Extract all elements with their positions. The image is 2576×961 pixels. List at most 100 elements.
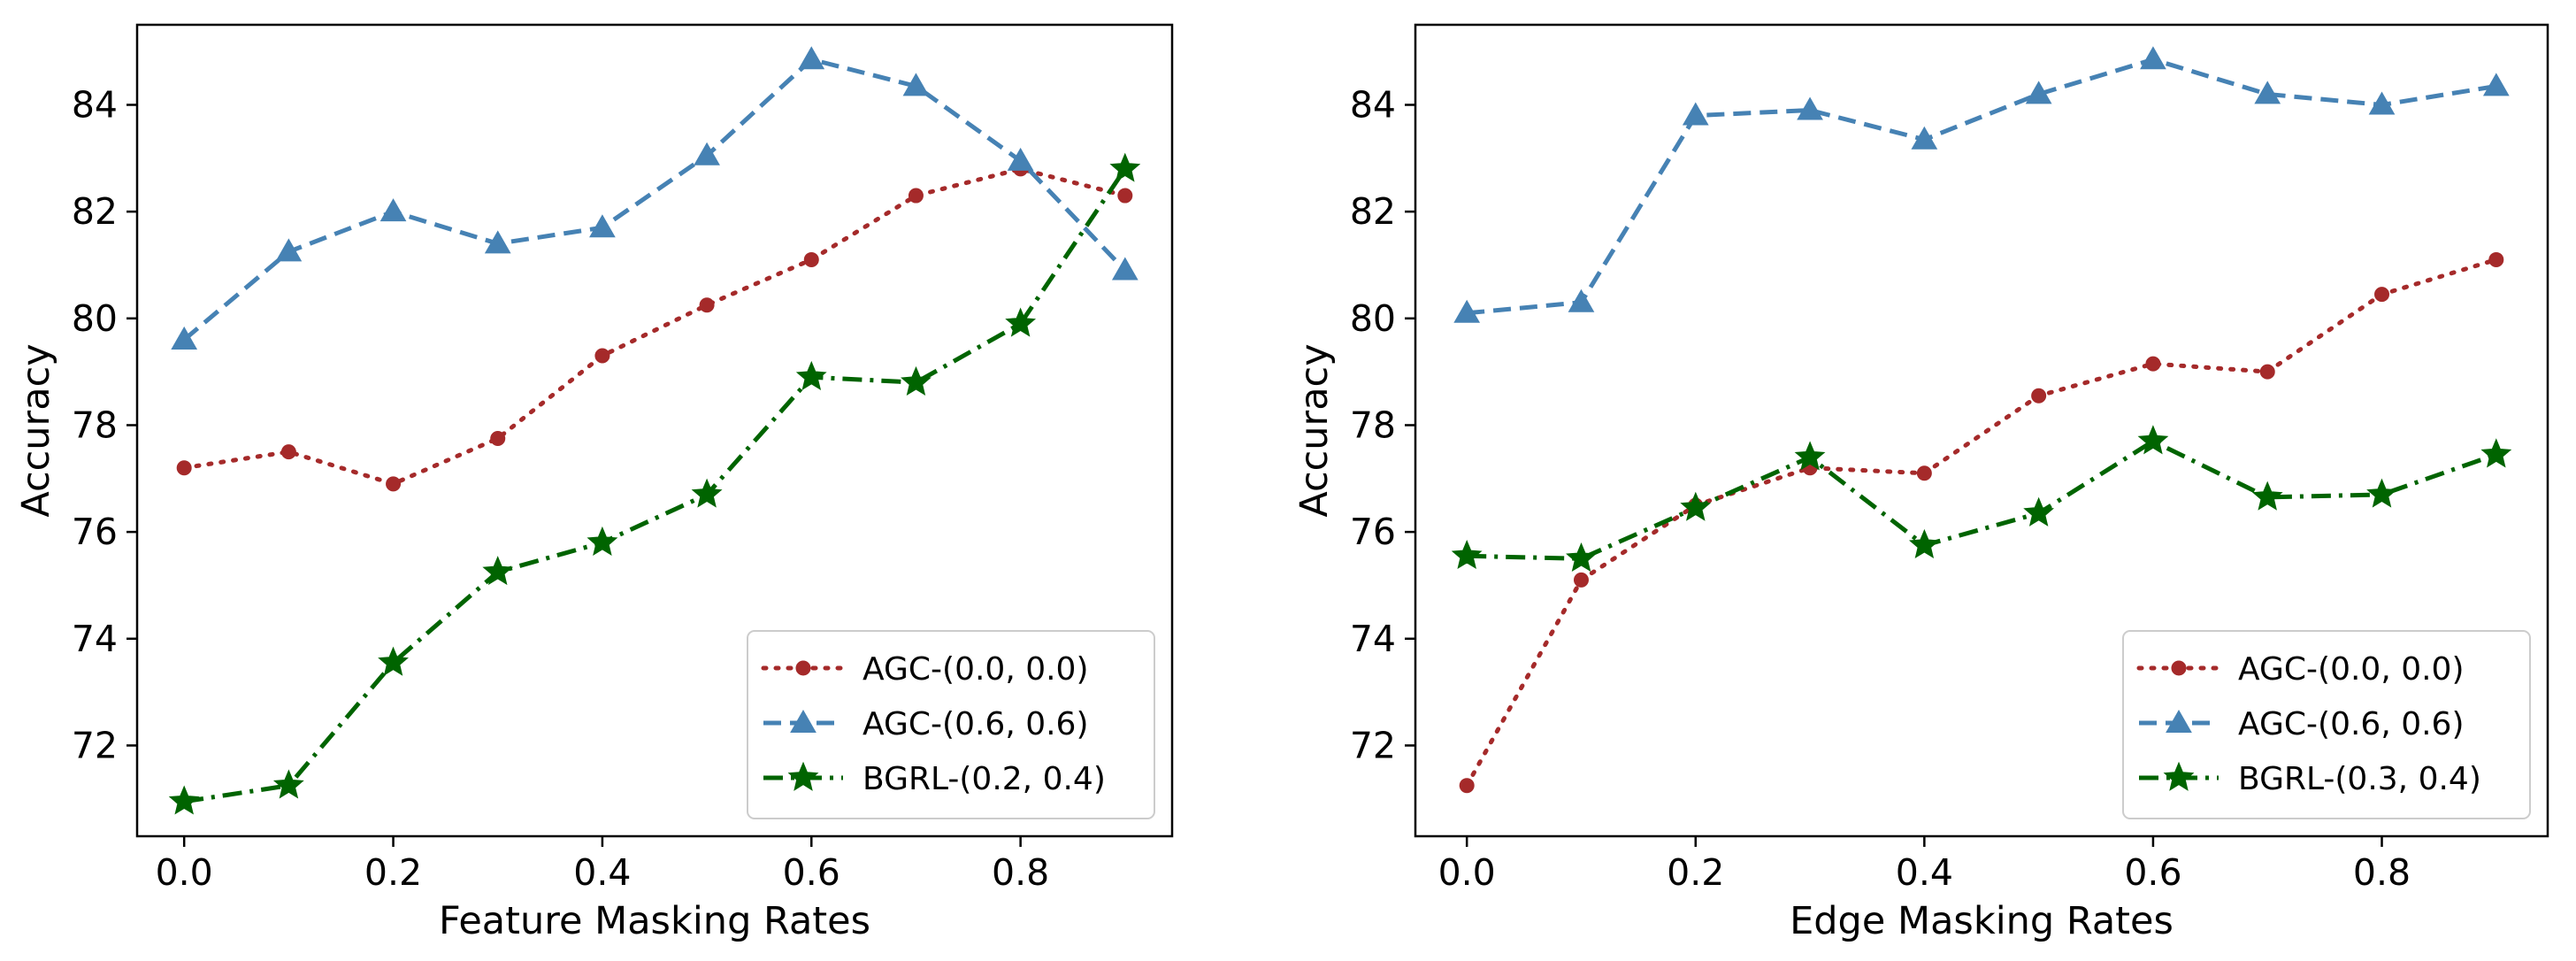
left-y-tick-label-1: 74 [72, 618, 118, 660]
left-legend-label-2: BGRL-(0.2, 0.4) [862, 761, 1106, 797]
right-series-0-point-7 [2259, 364, 2275, 380]
left-series-1-point-8 [1007, 147, 1034, 171]
right-x-tick-label-1: 0.2 [1667, 851, 1724, 894]
left-legend: AGC-(0.0, 0.0) AGC-(0.6, 0.6) BGRL-(0.2, 0… [747, 630, 1155, 819]
left-x-tick-label-1: 0.2 [364, 851, 422, 894]
right-series-2-point-1 [1566, 542, 1597, 573]
right-series-2-point-9 [2480, 438, 2512, 468]
left-x-tick-label-2: 0.4 [573, 851, 631, 894]
right-chart: 0.0 0.2 0.4 0.6 0.8 72 74 76 78 80 82 84 Edge Maskin… [1292, 23, 2549, 943]
right-series-0-point-4 [1916, 465, 1932, 481]
right-y-tick-label-1: 74 [1350, 618, 1396, 660]
left-y-tick-label-4: 80 [72, 297, 118, 340]
left-series-2-point-5 [691, 478, 723, 508]
right-x-tick-label-3: 0.6 [2124, 851, 2181, 894]
right-series-1-point-2 [1682, 102, 1709, 126]
left-series-1-point-3 [484, 230, 511, 254]
left-legend-swatch-marker-0 [795, 660, 811, 676]
right-x-tick-label-0: 0.0 [1438, 851, 1496, 894]
right-series-1-point-4 [1911, 126, 1938, 150]
right-x-axis-label: Edge Masking Rates [1790, 899, 2174, 943]
right-series-0-point-0 [1459, 778, 1475, 794]
left-y-tick-label-5: 82 [72, 190, 118, 233]
right-series-2-point-8 [2366, 478, 2397, 508]
right-y-tick-label-5: 82 [1350, 190, 1396, 233]
left-chart: 0.0 0.2 0.4 0.6 0.8 72 74 76 78 80 82 84 Feature Mas… [14, 23, 1174, 943]
left-series-0-point-9 [1117, 188, 1133, 204]
right-series-0-point-9 [2488, 251, 2504, 267]
left-series-0-point-6 [803, 251, 819, 267]
right-y-tick-label-4: 80 [1350, 297, 1396, 340]
right-legend-swatch-marker-0 [2171, 660, 2187, 676]
left-series-2-point-6 [795, 360, 827, 390]
left-y-tick-label-6: 84 [72, 83, 118, 126]
left-series-0-point-0 [176, 460, 192, 476]
left-y-tick-label-2: 76 [72, 511, 118, 553]
left-y-tick-label-3: 78 [72, 404, 118, 446]
left-series-1-point-2 [380, 198, 407, 222]
left-y-tick-label-0: 72 [72, 724, 118, 766]
right-legend-label-2: BGRL-(0.3, 0.4) [2238, 761, 2481, 797]
right-series-line-1 [1466, 57, 2497, 316]
right-series-0-point-6 [2145, 356, 2161, 372]
right-y-tick-label-3: 78 [1350, 404, 1396, 446]
right-series-2-point-4 [1908, 528, 1940, 559]
left-series-0-point-3 [490, 431, 506, 447]
right-series-1-point-9 [2482, 73, 2510, 96]
left-legend-label-0: AGC-(0.0, 0.0) [862, 651, 1089, 688]
right-series-1-point-0 [1453, 299, 1481, 323]
left-series-0-point-2 [386, 476, 402, 492]
left-legend-label-1: AGC-(0.6, 0.6) [862, 706, 1089, 742]
right-legend-label-1: AGC-(0.6, 0.6) [2238, 706, 2465, 742]
right-plot-frame [1414, 23, 2549, 838]
left-series-1-point-7 [902, 73, 930, 96]
left-y-axis-label: Accuracy [14, 343, 58, 517]
right-x-tick-label-2: 0.4 [1896, 851, 1953, 894]
left-series-1-point-9 [1111, 257, 1138, 281]
left-series-1-point-0 [171, 326, 198, 350]
right-series-1-point-3 [1797, 96, 1823, 120]
left-series-1-point-4 [589, 214, 616, 238]
left-series-1-point-1 [275, 238, 303, 262]
left-legend-swatch-marker-2 [787, 761, 819, 791]
right-x-tick-label-4: 0.8 [2353, 851, 2411, 894]
right-series-1-point-8 [2368, 91, 2396, 115]
right-series-line-2 [1467, 439, 2497, 561]
right-series-2-point-2 [1680, 491, 1712, 521]
left-series-2-point-0 [168, 785, 200, 815]
left-series-1-point-5 [694, 142, 720, 165]
right-legend: AGC-(0.0, 0.0) AGC-(0.6, 0.6) BGRL-(0.3, 0… [2122, 630, 2531, 819]
left-series-2-point-8 [1005, 307, 1037, 337]
left-series-2-point-9 [1109, 152, 1141, 182]
left-series-0-point-4 [594, 348, 610, 364]
left-series-line-0 [181, 166, 1128, 487]
left-series-0-point-7 [908, 188, 924, 204]
left-x-axis-label: Feature Masking Rates [439, 899, 870, 943]
right-series-1-point-5 [2025, 81, 2052, 104]
left-series-1-point-6 [798, 46, 825, 70]
left-series-line-2 [183, 167, 1127, 804]
left-series-0-point-5 [699, 297, 715, 313]
right-y-tick-label-0: 72 [1350, 724, 1396, 766]
left-x-tick-label-0: 0.0 [156, 851, 213, 894]
right-y-tick-label-2: 76 [1350, 511, 1396, 553]
right-legend-swatch-marker-1 [2166, 709, 2192, 733]
right-series-1-point-1 [1568, 288, 1595, 312]
right-series-0-point-8 [2374, 287, 2390, 303]
right-series-0-point-1 [1573, 572, 1589, 588]
left-series-line-1 [182, 57, 1127, 342]
right-legend-box [2122, 630, 2531, 819]
right-series-1-point-7 [2254, 81, 2281, 104]
left-series-2-point-4 [586, 526, 618, 556]
right-series-2-point-6 [2137, 425, 2169, 455]
left-series-2-point-7 [901, 365, 932, 396]
right-y-tick-label-6: 84 [1350, 83, 1396, 126]
left-series-0-point-1 [280, 444, 296, 460]
right-legend-label-0: AGC-(0.0, 0.0) [2238, 651, 2465, 688]
left-x-tick-label-4: 0.8 [992, 851, 1049, 894]
left-series-2-point-3 [482, 556, 514, 586]
left-x-tick-label-3: 0.6 [783, 851, 840, 894]
right-legend-swatch-marker-2 [2163, 761, 2195, 791]
left-series-2-point-1 [272, 769, 304, 799]
